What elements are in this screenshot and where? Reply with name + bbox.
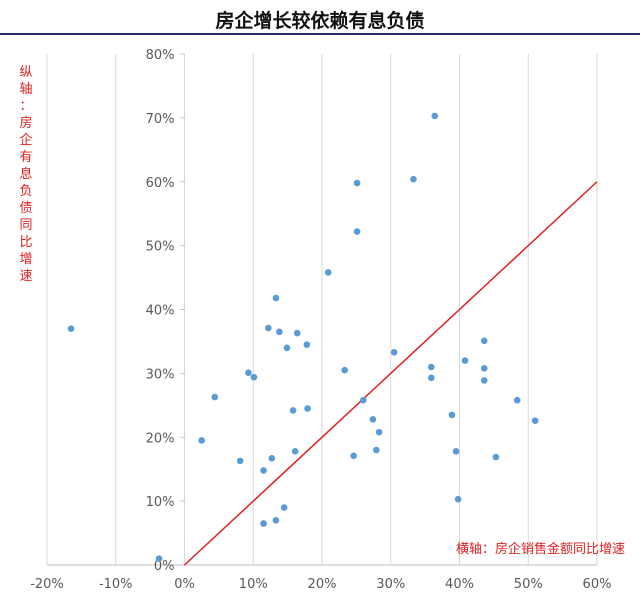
data-point — [289, 407, 297, 414]
data-point — [428, 363, 435, 371]
x-tick-label: 50% — [514, 577, 543, 592]
y-tick-label: 50% — [146, 240, 175, 255]
reference-line — [183, 181, 598, 566]
data-point — [353, 228, 361, 235]
data-point — [304, 405, 311, 412]
data-point — [480, 364, 488, 372]
data-point — [461, 357, 469, 364]
data-point — [448, 411, 456, 419]
data-point — [283, 344, 291, 352]
y-tick-label: 30% — [146, 367, 175, 382]
x-tick-label: -10% — [99, 577, 133, 592]
data-point — [428, 374, 435, 382]
grid-lines — [46, 53, 598, 566]
data-point — [250, 373, 258, 381]
data-point — [265, 324, 272, 332]
data-point — [198, 437, 205, 444]
data-point — [369, 416, 377, 423]
y-axis-annotation: 纵轴：房企有息负债同比增速 — [19, 65, 32, 284]
data-point — [303, 341, 311, 348]
y-tick-label: 80% — [146, 48, 175, 63]
x-tick-label: -20% — [30, 577, 64, 592]
data-point — [452, 448, 460, 455]
data-point — [373, 446, 380, 454]
data-point — [531, 417, 539, 424]
x-tick-label: 0% — [174, 577, 195, 592]
x-tick-labels: -20% -10% 0% 10% 20% 30% 40% 50% 60% — [30, 577, 611, 592]
data-point — [480, 377, 488, 384]
x-tick-label: 10% — [239, 577, 268, 592]
y-tick-label: 60% — [146, 176, 175, 191]
x-axis-annotation: 横轴：房企销售金额同比增速 — [456, 541, 625, 557]
data-point — [291, 448, 299, 455]
y-tick-label: 70% — [146, 112, 175, 127]
data-point — [293, 329, 301, 337]
data-point — [211, 393, 219, 401]
data-point — [67, 325, 75, 332]
data-point — [260, 467, 267, 474]
data-point — [341, 366, 348, 374]
y-tick-label: 10% — [146, 495, 175, 510]
y-tick-labels: 0% 10% 20% 30% 40% 50% 60% 70% 80% — [146, 48, 175, 574]
data-point — [375, 428, 383, 436]
data-point — [276, 328, 283, 336]
x-tick-label: 20% — [308, 577, 337, 592]
data-point — [260, 520, 267, 527]
data-point — [272, 516, 280, 524]
x-tick-label: 60% — [583, 577, 612, 592]
data-point — [324, 269, 332, 276]
data-point — [359, 396, 367, 404]
y-tick-label: 0% — [154, 559, 175, 574]
data-point — [390, 348, 398, 356]
data-point — [155, 555, 163, 562]
data-points — [67, 112, 539, 562]
data-point — [431, 112, 439, 120]
data-point — [353, 179, 361, 187]
y-tick-label: 20% — [146, 431, 175, 446]
data-point — [236, 457, 244, 465]
x-tick-label: 30% — [376, 577, 405, 592]
data-point — [454, 495, 462, 503]
data-point — [350, 452, 357, 460]
y-tick-label: 40% — [146, 304, 175, 319]
data-point — [245, 369, 252, 377]
data-point — [272, 294, 280, 302]
data-point — [410, 175, 417, 183]
data-point — [513, 396, 521, 404]
data-point — [268, 455, 276, 462]
chart-title: 房企增长较依赖有息负债 — [215, 10, 425, 32]
data-point — [480, 337, 488, 345]
data-point — [280, 504, 288, 511]
x-tick-label: 40% — [445, 577, 474, 592]
data-point — [492, 453, 500, 461]
title-rule — [0, 33, 640, 35]
